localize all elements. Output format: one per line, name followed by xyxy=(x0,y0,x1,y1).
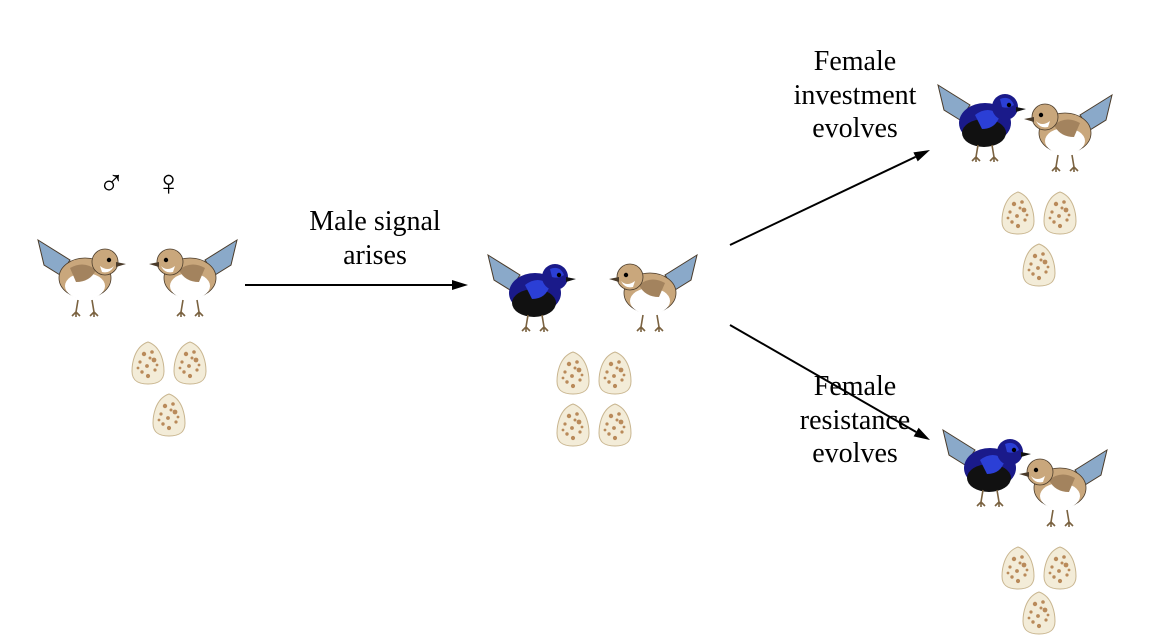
stage3-egg xyxy=(1021,242,1057,288)
label-male-signal: Male signal arises xyxy=(290,205,460,272)
arrow-investment xyxy=(714,134,946,261)
label-female-resistance: Female resistance evolves xyxy=(775,370,935,471)
stage1-female-bird xyxy=(135,210,245,320)
stage4-egg xyxy=(1042,545,1078,591)
stage2-egg xyxy=(555,402,591,448)
arrow-male-signal xyxy=(229,269,484,301)
stage1-egg xyxy=(172,340,208,386)
diagram-stage: ♂ ♀ xyxy=(0,0,1154,622)
male-symbol: ♂ xyxy=(98,165,125,201)
stage3-egg xyxy=(1000,190,1036,236)
stage2-egg xyxy=(597,402,633,448)
stage4-female-bird xyxy=(1005,420,1115,530)
stage4-egg xyxy=(1021,590,1057,636)
stage2-egg xyxy=(555,350,591,396)
stage1-male-bird xyxy=(30,210,140,320)
stage2-egg xyxy=(597,350,633,396)
stage2-male-bird xyxy=(480,225,590,335)
stage3-egg xyxy=(1042,190,1078,236)
female-symbol: ♀ xyxy=(155,165,182,201)
stage4-egg xyxy=(1000,545,1036,591)
stage3-female-bird xyxy=(1010,65,1120,175)
stage1-egg xyxy=(151,392,187,438)
label-female-investment: Female investment evolves xyxy=(775,45,935,146)
stage2-female-bird xyxy=(595,225,705,335)
stage1-egg xyxy=(130,340,166,386)
